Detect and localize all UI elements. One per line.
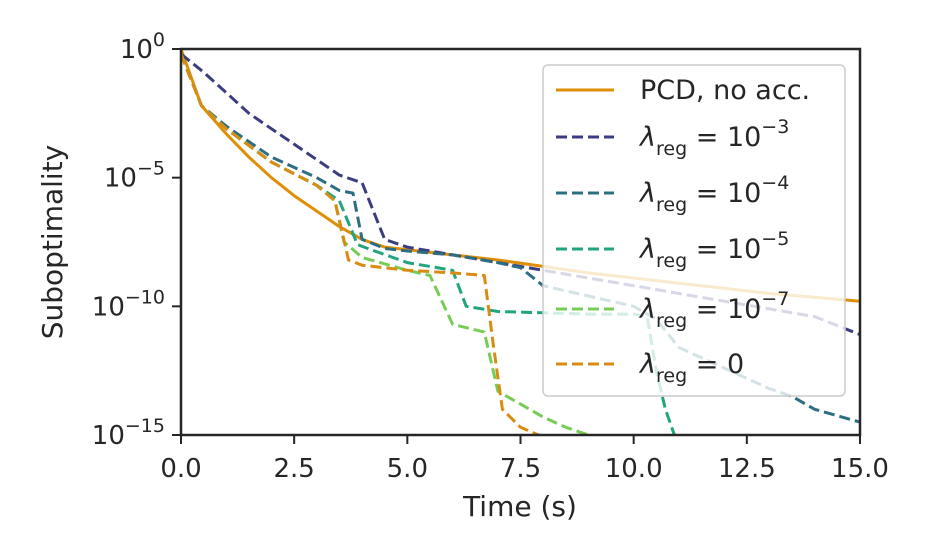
- legend-label-3: λreg = 10−5: [638, 228, 789, 272]
- y-tick-label: 100: [120, 29, 165, 65]
- legend-label-4: λreg = 10−7: [638, 288, 789, 332]
- legend-label-1: λreg = 10−3: [638, 116, 789, 160]
- x-tick-label: 0.0: [160, 454, 201, 484]
- y-tick-label: 10−5: [104, 158, 165, 194]
- legend-label-0: PCD, no acc.: [640, 75, 810, 106]
- legend: PCD, no acc. λreg = 10−3 λreg = 10−4 λreg =…: [542, 64, 846, 397]
- legend-label-5: λreg = 0: [638, 349, 744, 387]
- x-axis-label: Time (s): [462, 490, 577, 523]
- x-tick-label: 10.0: [605, 454, 663, 484]
- x-tick-label: 7.5: [500, 454, 541, 484]
- y-tick-label: 10−10: [92, 286, 165, 322]
- y-tick-label: 10−15: [92, 415, 165, 451]
- x-tick-label: 2.5: [273, 454, 314, 484]
- series-line-4: [181, 53, 589, 435]
- legend-box: [542, 64, 846, 397]
- x-tick-label: 5.0: [387, 454, 428, 484]
- x-tick-label: 12.5: [718, 454, 776, 484]
- x-tick-label: 15.0: [831, 454, 889, 484]
- series-line-5: [181, 53, 540, 435]
- axis-layer: 0.0 2.5 5.0 7.5 10.0 12.5 15.0 100 10−5 10−10 10−1…: [92, 29, 889, 484]
- legend-label-2: λreg = 10−4: [638, 172, 789, 216]
- y-axis-label: Suboptimality: [36, 145, 69, 340]
